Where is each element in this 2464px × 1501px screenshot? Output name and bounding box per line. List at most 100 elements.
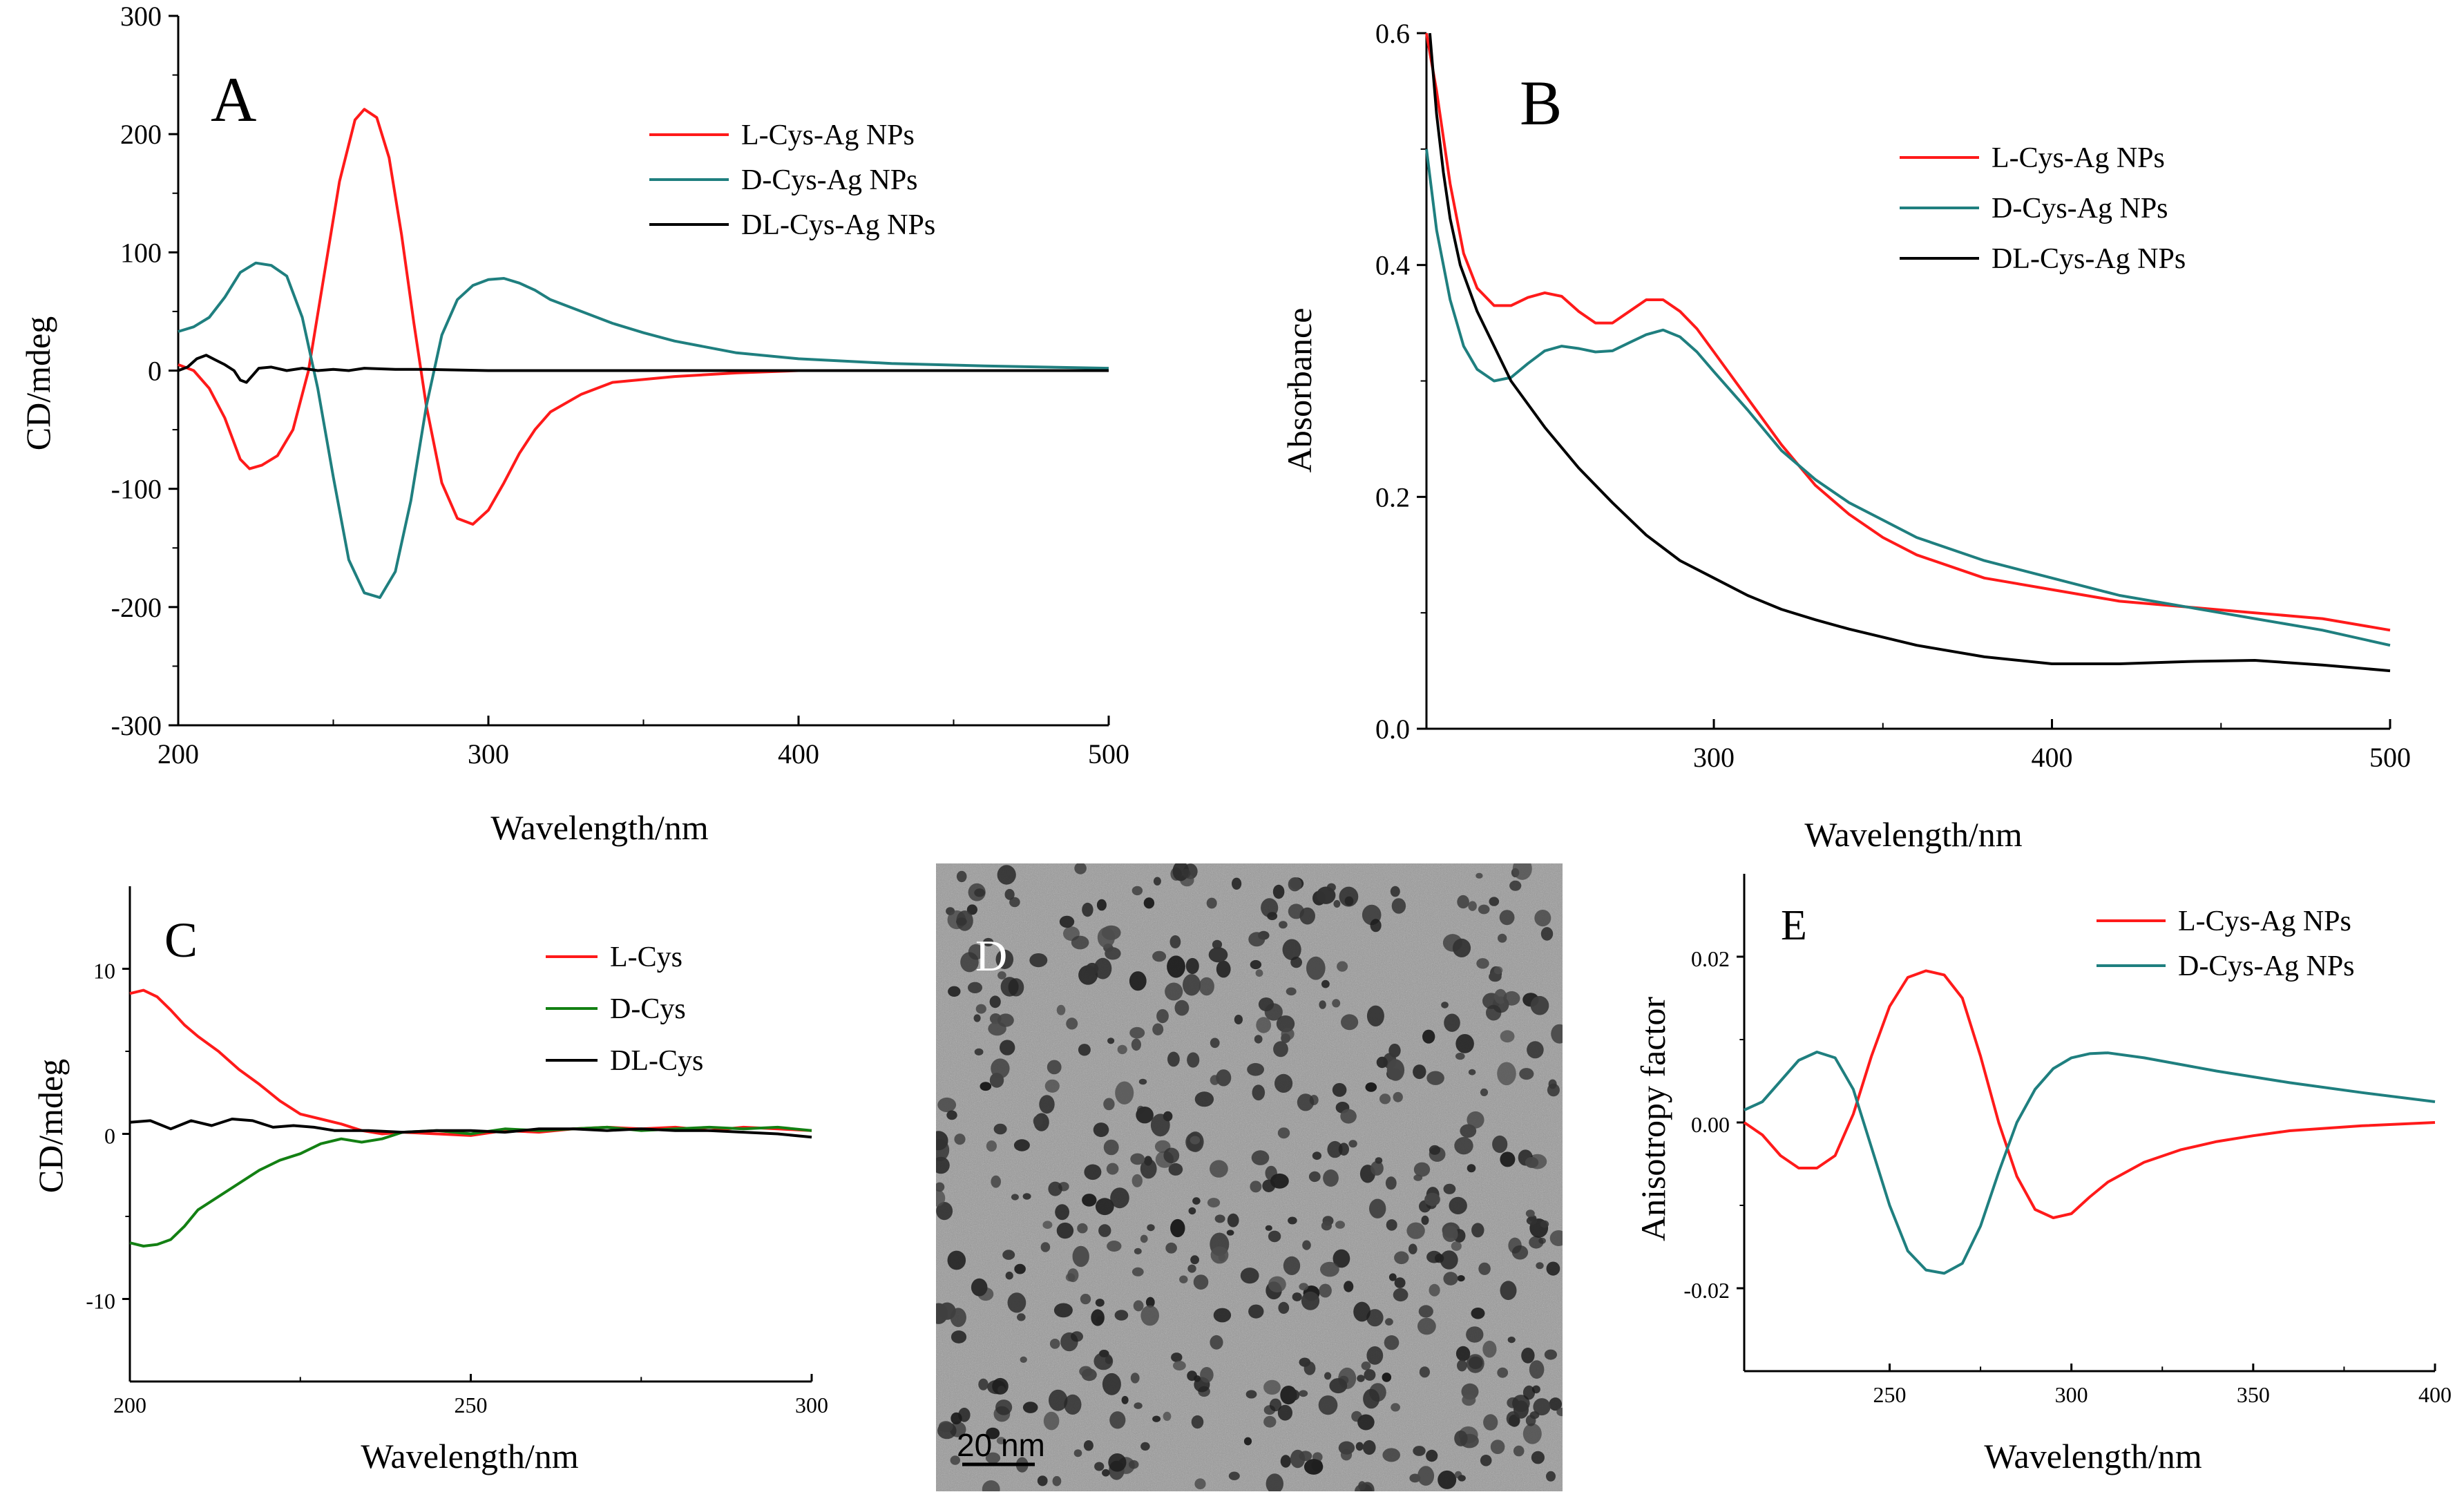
y-tick-label: 0 [148, 356, 162, 387]
nanoparticle [1167, 955, 1185, 978]
panel-b-y-axis-title: Absorbance [1280, 308, 1319, 473]
nanoparticle [1417, 1466, 1435, 1486]
panel-e-ticks: 250 300 350 400 -0.02 0.00 0.02 [1683, 946, 2452, 1407]
nanoparticle [1117, 1044, 1127, 1055]
x-tick-label: 300 [2055, 1382, 2088, 1407]
nanoparticle [1455, 1053, 1465, 1060]
nanoparticle [1355, 1442, 1364, 1451]
y-tick-label: -0.02 [1683, 1278, 1730, 1303]
nanoparticle [1321, 1221, 1332, 1231]
nanoparticle [1007, 1292, 1026, 1313]
nanoparticle [1308, 1171, 1321, 1183]
legend-label: DL-Cys-Ag NPs [1992, 243, 2186, 275]
nanoparticle [1072, 1245, 1089, 1268]
nanoparticle [1444, 1013, 1460, 1032]
legend-label: D-Cys-Ag NPs [1992, 193, 2168, 224]
panel-c-y-axis-title: CD/mdeg [31, 1059, 70, 1193]
nanoparticle [1093, 1122, 1109, 1138]
nanoparticle [1556, 1408, 1563, 1417]
nanoparticle [1102, 1469, 1110, 1477]
nanoparticle [1194, 1478, 1206, 1490]
nanoparticle [997, 971, 1006, 979]
nanoparticle [1319, 1000, 1326, 1009]
nanoparticle [1049, 1389, 1068, 1411]
nanoparticle [986, 1427, 1000, 1440]
nanoparticle [1267, 912, 1278, 921]
nanoparticle [1056, 1004, 1066, 1015]
nanoparticle [1312, 1151, 1321, 1160]
nanoparticle [1213, 1308, 1232, 1323]
nanoparticle [1369, 1198, 1386, 1218]
nanoparticle [1165, 982, 1183, 1001]
x-tick-label: 500 [2369, 742, 2411, 773]
panel-a-ticks: 200 300 400 500 -300 -200 -100 0 100 200 300 [111, 1, 1129, 769]
nanoparticle [936, 1202, 953, 1221]
nanoparticle [1498, 933, 1507, 943]
nanoparticle [1094, 1462, 1105, 1471]
nanoparticle [1301, 1291, 1320, 1310]
nanoparticle [1240, 1268, 1259, 1284]
nanoparticle [1519, 1068, 1534, 1080]
nanoparticle [1457, 1275, 1465, 1282]
nanoparticle [995, 1399, 1013, 1415]
nanoparticle [1283, 1256, 1301, 1275]
nanoparticle [1533, 1398, 1551, 1416]
nanoparticle [1059, 915, 1075, 928]
nanoparticle [1114, 1310, 1129, 1321]
nanoparticle [1376, 1056, 1388, 1069]
nanoparticle [1248, 1304, 1264, 1319]
legend-label: L-Cys-Ag NPs [741, 119, 915, 151]
nanoparticle [1277, 1127, 1290, 1139]
nanoparticle [1095, 1299, 1105, 1307]
nanoparticle [1440, 1250, 1458, 1270]
nanoparticle [1188, 1207, 1196, 1215]
nanoparticle [1337, 961, 1348, 972]
nanoparticle [1277, 1404, 1292, 1421]
nanoparticle [1332, 999, 1341, 1008]
nanoparticle [1292, 1292, 1302, 1301]
nanoparticle [1366, 1346, 1384, 1365]
nanoparticle [1441, 1002, 1449, 1008]
x-tick-label: 300 [468, 738, 509, 769]
nanoparticle [1522, 1423, 1542, 1444]
nanoparticle [1534, 910, 1551, 927]
nanoparticle [947, 1250, 966, 1270]
nanoparticle [1268, 1230, 1281, 1243]
nanoparticle [1538, 1237, 1547, 1244]
nanoparticle [1418, 1305, 1433, 1318]
nanoparticle [1388, 1043, 1401, 1058]
nanoparticle [938, 1421, 953, 1433]
nanoparticle [1526, 1216, 1538, 1225]
nanoparticle [1156, 1008, 1169, 1024]
nanoparticle [1131, 1267, 1144, 1277]
nanoparticle [1000, 977, 1019, 997]
nanoparticle [1071, 935, 1089, 950]
nanoparticle [1105, 1355, 1113, 1364]
panel-c-x-axis-title: Wavelength/nm [361, 1437, 578, 1475]
nanoparticle [1269, 1398, 1282, 1412]
nanoparticle [1000, 1040, 1015, 1055]
nanoparticle [1152, 950, 1167, 962]
y-tick-label: 0.0 [1375, 714, 1410, 745]
nanoparticle [1190, 1255, 1199, 1265]
nanoparticle [1065, 1273, 1076, 1282]
nanoparticle [1422, 1029, 1435, 1044]
nanoparticle [1391, 1403, 1400, 1412]
panel-a-chart: 200 300 400 500 -300 -200 -100 0 100 200 300 L-Cys… [19, 1, 1129, 847]
nanoparticle [1512, 863, 1532, 880]
nanoparticle [966, 904, 977, 915]
nanoparticle [1093, 957, 1112, 979]
legend-label: L-Cys [610, 941, 682, 973]
nanoparticle [1102, 1373, 1121, 1395]
nanoparticle [1385, 1176, 1397, 1190]
legend-label: L-Cys-Ag NPs [1992, 142, 2165, 174]
nanoparticle [993, 1123, 1007, 1135]
nanoparticle [1499, 910, 1515, 926]
nanoparticle [1371, 1160, 1384, 1176]
nanoparticle [1071, 1331, 1083, 1342]
nanoparticle [1394, 1251, 1409, 1265]
panel-a-legend: L-Cys-Ag NPs D-Cys-Ag NPs DL-Cys-Ag NPs [649, 119, 935, 241]
nanoparticle [1500, 1151, 1516, 1167]
nanoparticle [1329, 1378, 1348, 1394]
nanoparticle [1193, 1274, 1209, 1290]
